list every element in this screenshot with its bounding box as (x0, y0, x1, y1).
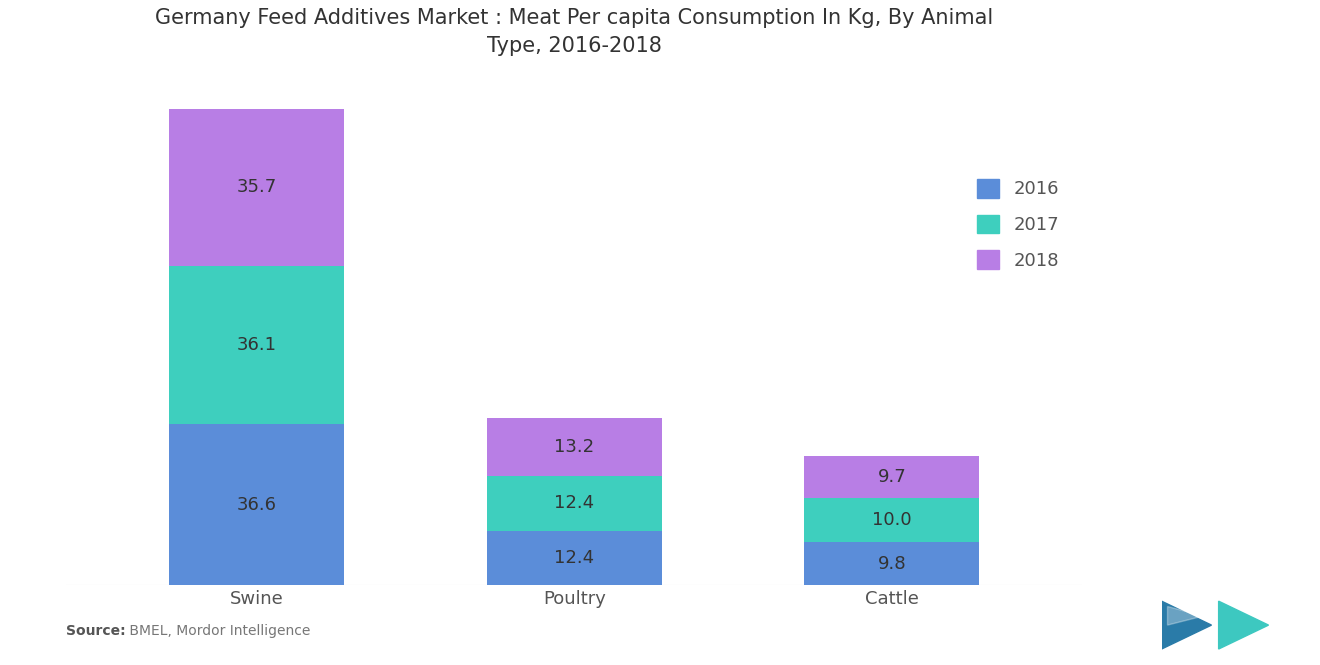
Text: 35.7: 35.7 (236, 178, 277, 196)
Text: Source:: Source: (66, 624, 125, 638)
Title: Germany Feed Additives Market : Meat Per capita Consumption In Kg, By Animal
Typ: Germany Feed Additives Market : Meat Per… (154, 8, 994, 56)
Bar (169, 266, 345, 424)
Bar (804, 498, 979, 542)
Text: 12.4: 12.4 (554, 549, 594, 567)
Bar (804, 456, 979, 498)
Bar (169, 424, 345, 585)
Bar (487, 531, 661, 585)
Bar (487, 476, 661, 531)
Legend: 2016, 2017, 2018: 2016, 2017, 2018 (962, 165, 1073, 284)
Text: 36.1: 36.1 (236, 336, 277, 354)
Text: 36.6: 36.6 (236, 496, 277, 514)
Text: 12.4: 12.4 (554, 495, 594, 513)
Polygon shape (1167, 606, 1203, 625)
Text: 13.2: 13.2 (554, 438, 594, 456)
Polygon shape (1162, 601, 1212, 649)
Text: BMEL, Mordor Intelligence: BMEL, Mordor Intelligence (125, 624, 310, 638)
Text: 9.7: 9.7 (878, 468, 907, 486)
Bar (804, 542, 979, 585)
Text: 10.0: 10.0 (873, 511, 912, 529)
Text: 9.8: 9.8 (878, 555, 906, 573)
Bar (169, 109, 345, 266)
Bar (487, 418, 661, 476)
Polygon shape (1218, 601, 1269, 649)
